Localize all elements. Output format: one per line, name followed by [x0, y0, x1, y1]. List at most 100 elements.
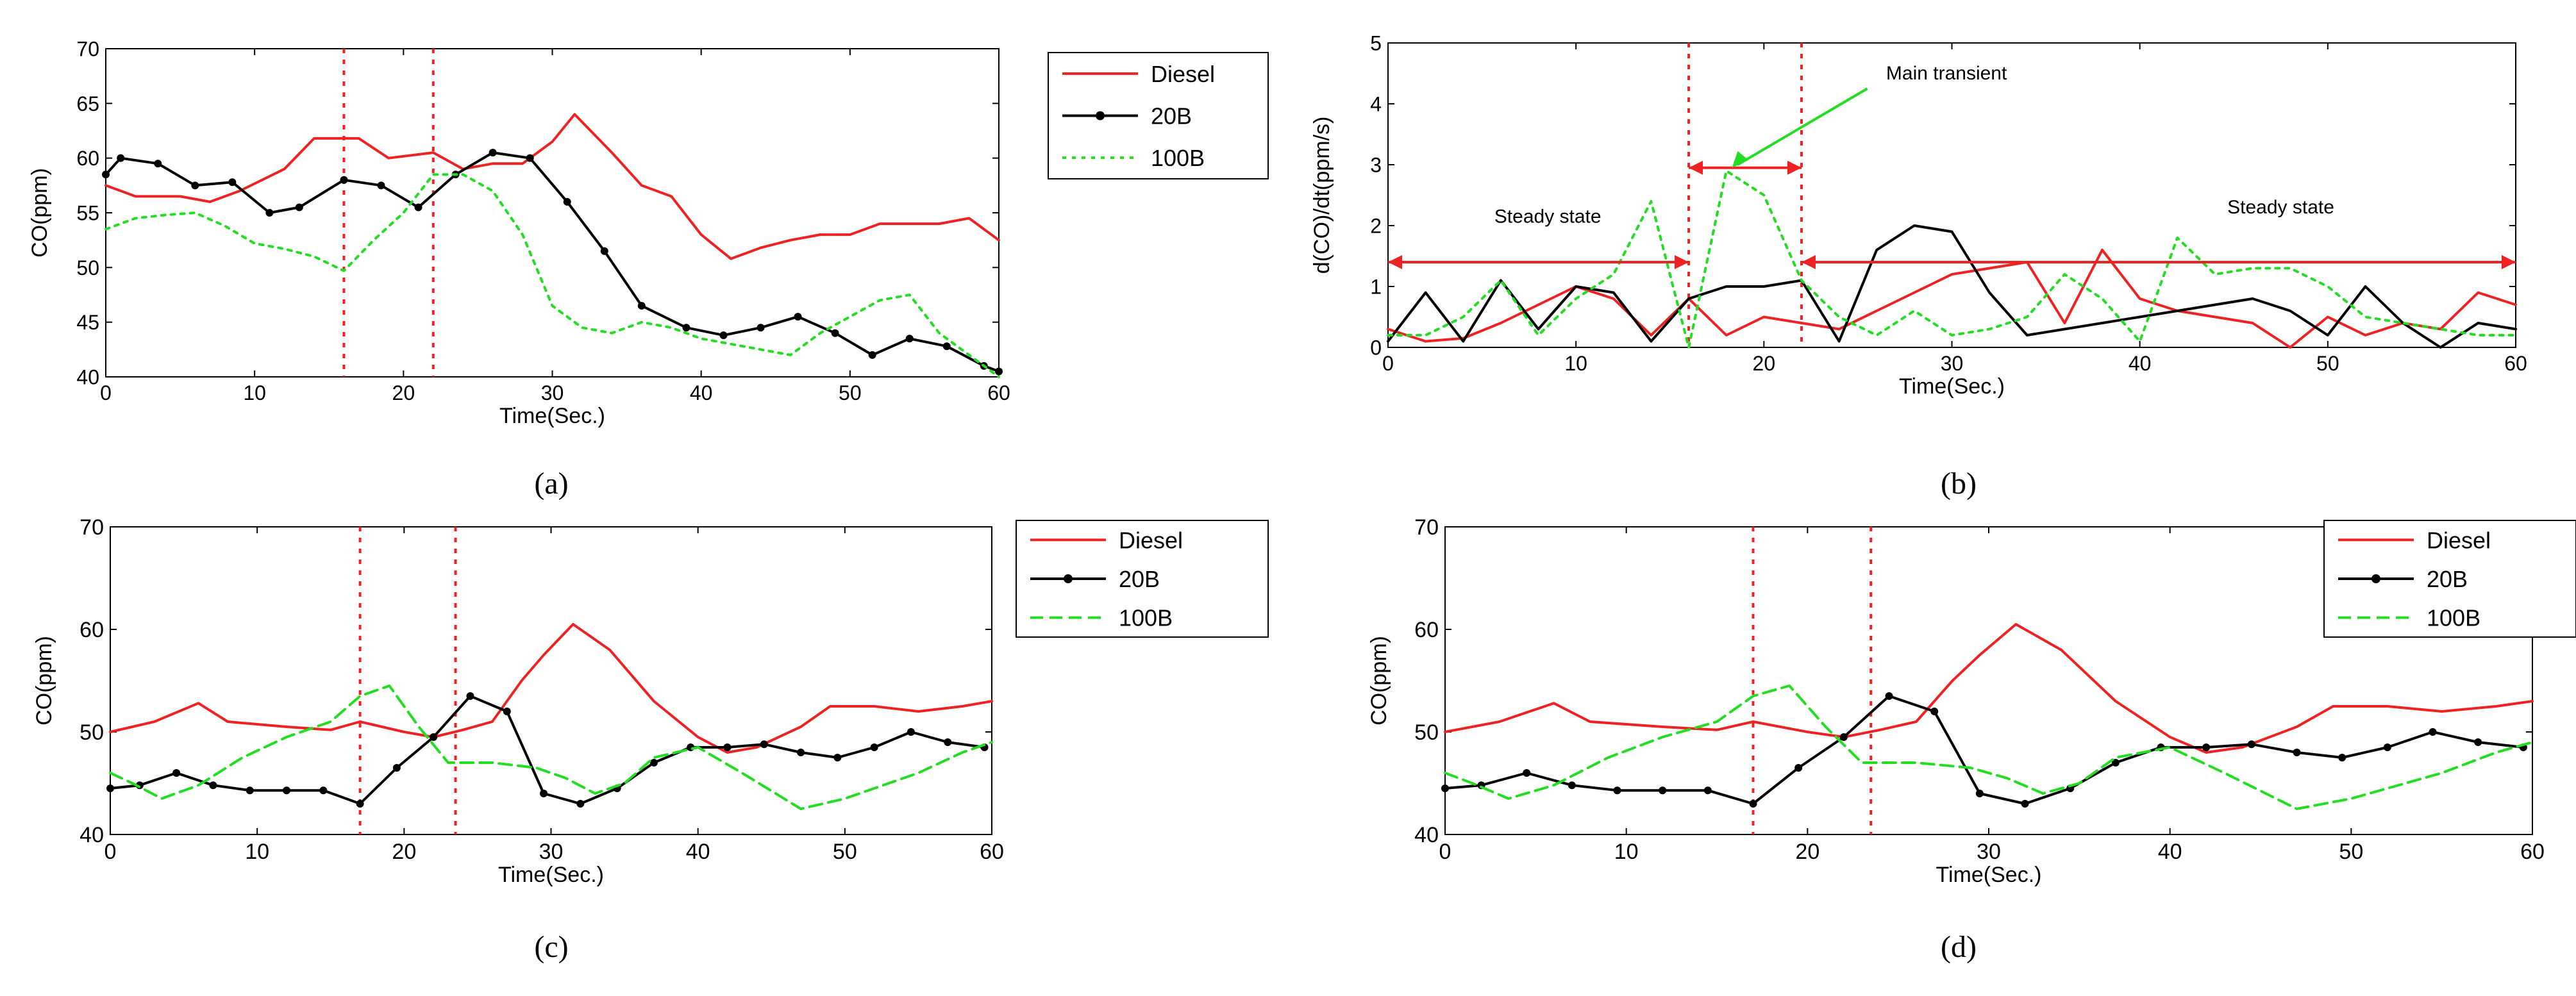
legend-label-100b: 100B	[2427, 605, 2480, 631]
data-point-20b	[1885, 692, 1893, 700]
y-axis-label: CO(ppm)	[1367, 636, 1391, 726]
y-tick-label: 0	[1370, 336, 1382, 360]
y-tick-label: 70	[79, 515, 104, 540]
data-point-20b	[682, 324, 690, 332]
series-line-diesel	[109, 623, 993, 754]
data-point-20b	[757, 324, 765, 332]
data-point-20b	[2021, 800, 2029, 808]
data-point-20b	[191, 181, 199, 190]
y-tick-label: 5	[1370, 32, 1382, 55]
x-tick-label: 50	[2339, 840, 2363, 864]
series-line-20b	[1387, 224, 2517, 349]
data-point-20b	[246, 786, 254, 795]
data-point-20b	[760, 740, 768, 749]
y-tick-label: 1	[1370, 276, 1382, 299]
x-tick-label: 60	[2520, 840, 2545, 864]
data-point-20b	[600, 247, 608, 255]
y-tick-label: 55	[76, 202, 99, 225]
x-tick-label: 20	[392, 840, 416, 864]
data-point-20b	[995, 367, 1003, 376]
panel-label: (d)	[1941, 930, 1977, 964]
data-point-20b	[868, 351, 876, 359]
data-point-20b	[526, 154, 534, 162]
data-point-20b	[649, 759, 658, 767]
y-tick-label: 45	[76, 311, 99, 334]
main-transient-pointer-head	[1732, 151, 1749, 168]
data-point-20b	[228, 178, 237, 187]
series-line-diesel	[1444, 623, 2534, 754]
data-point-20b	[1613, 786, 1621, 795]
data-point-20b	[540, 790, 548, 797]
x-tick-label: 60	[2504, 352, 2527, 375]
data-point-20b	[905, 335, 914, 343]
series-line-diesel	[105, 113, 1000, 260]
panel-label: (b)	[1941, 467, 1977, 501]
data-point-20b	[430, 733, 438, 741]
data-point-20b	[2111, 759, 2120, 767]
data-point-20b	[2338, 754, 2346, 761]
series-line-100b	[109, 685, 993, 810]
data-point-20b	[637, 302, 646, 310]
arrow-head	[1801, 255, 1816, 269]
x-tick-label: 10	[1614, 840, 1639, 864]
legend-marker	[1064, 574, 1073, 583]
data-point-20b	[1523, 769, 1531, 777]
data-point-20b	[172, 769, 181, 777]
data-point-20b	[295, 203, 303, 212]
legend-label-diesel: Diesel	[1151, 61, 1215, 87]
steady-state-label-right: Steady state	[2227, 197, 2334, 218]
x-tick-label: 30	[539, 840, 564, 864]
panel-label: (c)	[534, 930, 568, 964]
y-tick-label: 4	[1370, 93, 1382, 116]
legend-label-20b: 20B	[1151, 103, 1192, 129]
data-point-20b	[576, 800, 585, 808]
series-line-20b	[1444, 695, 2525, 805]
y-tick-label: 3	[1370, 154, 1382, 177]
x-tick-label: 0	[1382, 352, 1394, 375]
data-point-20b	[794, 313, 802, 321]
legend-label-20b: 20B	[1119, 566, 1160, 592]
data-point-20b	[106, 784, 114, 792]
x-tick-label: 0	[100, 381, 112, 404]
data-point-20b	[719, 331, 728, 340]
x-tick-label: 50	[839, 381, 862, 404]
data-point-20b	[1568, 781, 1576, 790]
annotations: Steady state Steady state Main transient	[1388, 63, 2516, 269]
data-point-20b	[870, 743, 878, 751]
data-point-20b	[2247, 740, 2255, 749]
y-tick-label: 50	[76, 256, 99, 279]
chart-d: 0 10 20 30 40 50 60 40 50 60 70 Time(Sec.) CO(ppm) Di…	[1367, 515, 2576, 964]
data-point-20b	[503, 708, 511, 715]
y-tick-label: 2	[1370, 215, 1382, 238]
data-point-20b	[907, 728, 915, 736]
legend-label-20b: 20B	[2427, 566, 2468, 592]
data-point-20b	[414, 203, 422, 212]
y-axis-label: d(CO)/dt(ppm/s)	[1310, 117, 1334, 274]
panel-label: (a)	[534, 467, 568, 501]
x-tick-label: 10	[1564, 352, 1587, 375]
series-line-20b	[109, 695, 986, 805]
data-point-20b	[831, 329, 839, 337]
x-tick-label: 50	[833, 840, 857, 864]
series-line-100b	[1444, 685, 2534, 810]
steady-state-label-left: Steady state	[1494, 206, 1602, 227]
data-point-20b	[319, 786, 328, 795]
x-tick-label: 0	[1439, 840, 1451, 864]
data-point-20b	[340, 176, 348, 184]
x-axis-label: Time(Sec.)	[498, 863, 604, 887]
arrow-head	[1689, 160, 1703, 175]
data-point-20b	[1703, 786, 1712, 795]
y-tick-label: 50	[79, 720, 104, 745]
data-point-20b	[1794, 764, 1803, 772]
data-point-20b	[2429, 728, 2437, 736]
y-tick-label: 40	[76, 366, 99, 389]
x-tick-label: 10	[243, 381, 266, 404]
x-tick-label: 40	[2129, 352, 2152, 375]
series-line-100b	[105, 173, 1000, 378]
series-line-diesel	[1387, 249, 2517, 349]
chart-a: 0 10 20 30 40 50 60 40 45 50 55 60 65 70 Time(Sec.) CO(…	[28, 38, 1269, 501]
x-tick-label: 10	[245, 840, 269, 864]
arrow-head	[1787, 160, 1802, 175]
chart-b: 0 10 20 30 40 50 60 0 1 2 3 4 5 Time(Sec.) d(CO)/dt(pp…	[1310, 32, 2527, 501]
